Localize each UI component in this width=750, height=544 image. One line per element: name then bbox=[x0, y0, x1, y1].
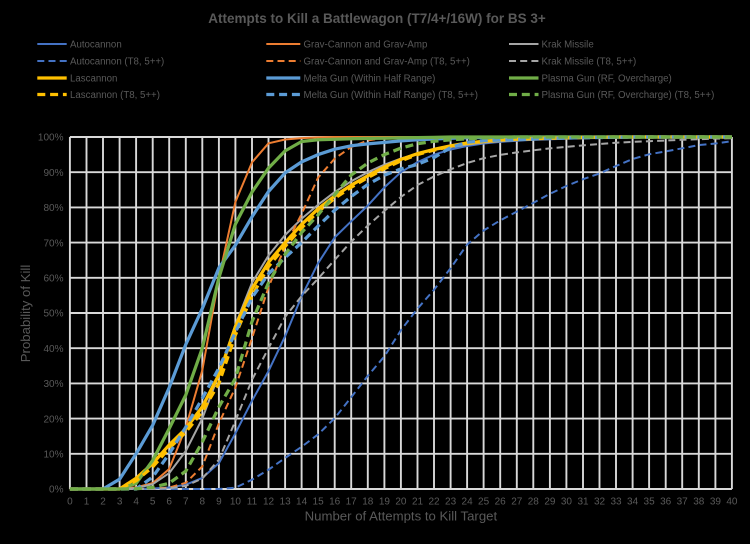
svg-text:6: 6 bbox=[166, 497, 172, 508]
svg-text:39: 39 bbox=[710, 497, 722, 508]
svg-text:21: 21 bbox=[412, 497, 424, 508]
svg-text:Grav-Cannon and Grav-Amp (T8,: Grav-Cannon and Grav-Amp (T8, 5++) bbox=[304, 57, 470, 68]
svg-text:5: 5 bbox=[150, 497, 156, 508]
svg-text:10: 10 bbox=[230, 497, 242, 508]
svg-text:11: 11 bbox=[247, 497, 258, 508]
svg-text:8: 8 bbox=[200, 497, 206, 508]
svg-text:90%: 90% bbox=[43, 168, 63, 179]
svg-text:17: 17 bbox=[346, 497, 358, 508]
svg-text:50%: 50% bbox=[43, 309, 63, 320]
svg-text:Plasma Gun (RF, Overcharge): Plasma Gun (RF, Overcharge) bbox=[542, 74, 672, 85]
svg-text:20%: 20% bbox=[43, 414, 63, 425]
svg-text:Plasma Gun (RF, Overcharge) (T: Plasma Gun (RF, Overcharge) (T8, 5++) bbox=[542, 90, 715, 101]
svg-text:15: 15 bbox=[313, 497, 325, 508]
svg-text:14: 14 bbox=[296, 497, 308, 508]
svg-text:3: 3 bbox=[117, 497, 123, 508]
svg-text:Melta Gun (Within Half Range): Melta Gun (Within Half Range) (T8, 5++) bbox=[304, 90, 478, 101]
svg-text:29: 29 bbox=[544, 497, 556, 508]
svg-text:0: 0 bbox=[67, 497, 73, 508]
svg-text:26: 26 bbox=[495, 497, 507, 508]
svg-text:36: 36 bbox=[660, 497, 672, 508]
svg-text:40%: 40% bbox=[43, 344, 63, 355]
svg-text:22: 22 bbox=[428, 497, 440, 508]
svg-text:70%: 70% bbox=[43, 238, 63, 249]
svg-text:34: 34 bbox=[627, 497, 639, 508]
svg-text:1: 1 bbox=[84, 497, 90, 508]
svg-text:18: 18 bbox=[362, 497, 374, 508]
svg-text:24: 24 bbox=[462, 497, 474, 508]
svg-text:37: 37 bbox=[677, 497, 689, 508]
svg-text:Lascannon (T8, 5++): Lascannon (T8, 5++) bbox=[70, 90, 160, 101]
svg-text:4: 4 bbox=[133, 497, 139, 508]
svg-text:Lascannon: Lascannon bbox=[70, 74, 117, 85]
svg-text:10%: 10% bbox=[43, 450, 63, 461]
svg-text:Krak Missile (T8, 5++): Krak Missile (T8, 5++) bbox=[542, 57, 637, 68]
svg-text:2: 2 bbox=[100, 497, 106, 508]
svg-text:100%: 100% bbox=[38, 133, 64, 144]
svg-text:23: 23 bbox=[445, 497, 457, 508]
svg-text:Attempts to Kill a Battlewagon: Attempts to Kill a Battlewagon (T7/4+/16… bbox=[208, 11, 546, 26]
svg-text:31: 31 bbox=[577, 497, 589, 508]
svg-text:25: 25 bbox=[478, 497, 490, 508]
svg-text:Grav-Cannon and Grav-Amp: Grav-Cannon and Grav-Amp bbox=[304, 40, 428, 51]
svg-text:38: 38 bbox=[693, 497, 705, 508]
svg-text:12: 12 bbox=[263, 497, 275, 508]
svg-text:13: 13 bbox=[280, 497, 292, 508]
svg-text:27: 27 bbox=[511, 497, 523, 508]
svg-text:60%: 60% bbox=[43, 274, 63, 285]
svg-text:Autocannon: Autocannon bbox=[70, 40, 122, 51]
svg-text:80%: 80% bbox=[43, 203, 63, 214]
svg-text:Number of Attempts to Kill Tar: Number of Attempts to Kill Target bbox=[305, 509, 498, 524]
svg-text:32: 32 bbox=[594, 497, 606, 508]
svg-text:0%: 0% bbox=[49, 485, 64, 496]
svg-text:28: 28 bbox=[528, 497, 540, 508]
svg-text:7: 7 bbox=[183, 497, 189, 508]
svg-text:33: 33 bbox=[610, 497, 622, 508]
svg-text:Melta Gun (Within Half Range): Melta Gun (Within Half Range) bbox=[304, 74, 436, 85]
svg-text:9: 9 bbox=[216, 497, 222, 508]
svg-text:16: 16 bbox=[329, 497, 341, 508]
svg-text:Krak Missile: Krak Missile bbox=[542, 40, 594, 51]
svg-text:Probability of Kill: Probability of Kill bbox=[18, 265, 33, 363]
svg-text:Autocannon (T8, 5++): Autocannon (T8, 5++) bbox=[70, 57, 164, 68]
svg-text:40: 40 bbox=[726, 497, 738, 508]
svg-text:19: 19 bbox=[379, 497, 391, 508]
svg-text:35: 35 bbox=[644, 497, 656, 508]
svg-text:30%: 30% bbox=[43, 379, 63, 390]
svg-text:20: 20 bbox=[395, 497, 407, 508]
svg-text:30: 30 bbox=[561, 497, 573, 508]
